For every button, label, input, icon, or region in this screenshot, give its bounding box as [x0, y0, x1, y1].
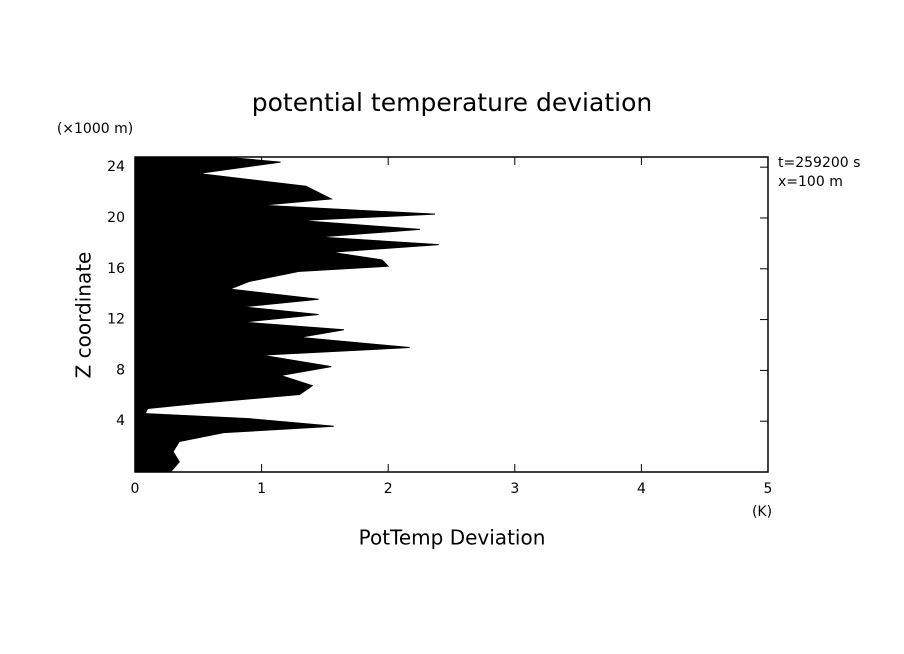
- x-unit: (K): [752, 504, 772, 520]
- y-tick-label: 4: [116, 413, 125, 429]
- y-tick-label: 24: [107, 159, 125, 175]
- x-tick-label: 2: [384, 481, 393, 497]
- y-tick-label: 12: [107, 312, 125, 328]
- y-tick-label: 20: [107, 210, 125, 226]
- x-tick-label: 5: [764, 481, 773, 497]
- x-axis-label: PotTemp Deviation: [359, 526, 546, 550]
- chart-title: potential temperature deviation: [252, 88, 652, 117]
- x-tick-label: 3: [510, 481, 519, 497]
- x-tick-label: 1: [257, 481, 266, 497]
- y-unit: (×1000 m): [57, 121, 133, 137]
- y-tick-label: 8: [116, 362, 125, 378]
- y-tick-label: 16: [107, 261, 125, 277]
- y-axis-label: Z coordinate: [72, 252, 96, 379]
- annotation: t=259200 s: [778, 155, 860, 171]
- x-tick-label: 4: [637, 481, 646, 497]
- annotation: x=100 m: [778, 174, 843, 190]
- x-tick-label: 0: [131, 481, 140, 497]
- plot-frame: [134, 156, 769, 473]
- profile-area: [134, 156, 439, 473]
